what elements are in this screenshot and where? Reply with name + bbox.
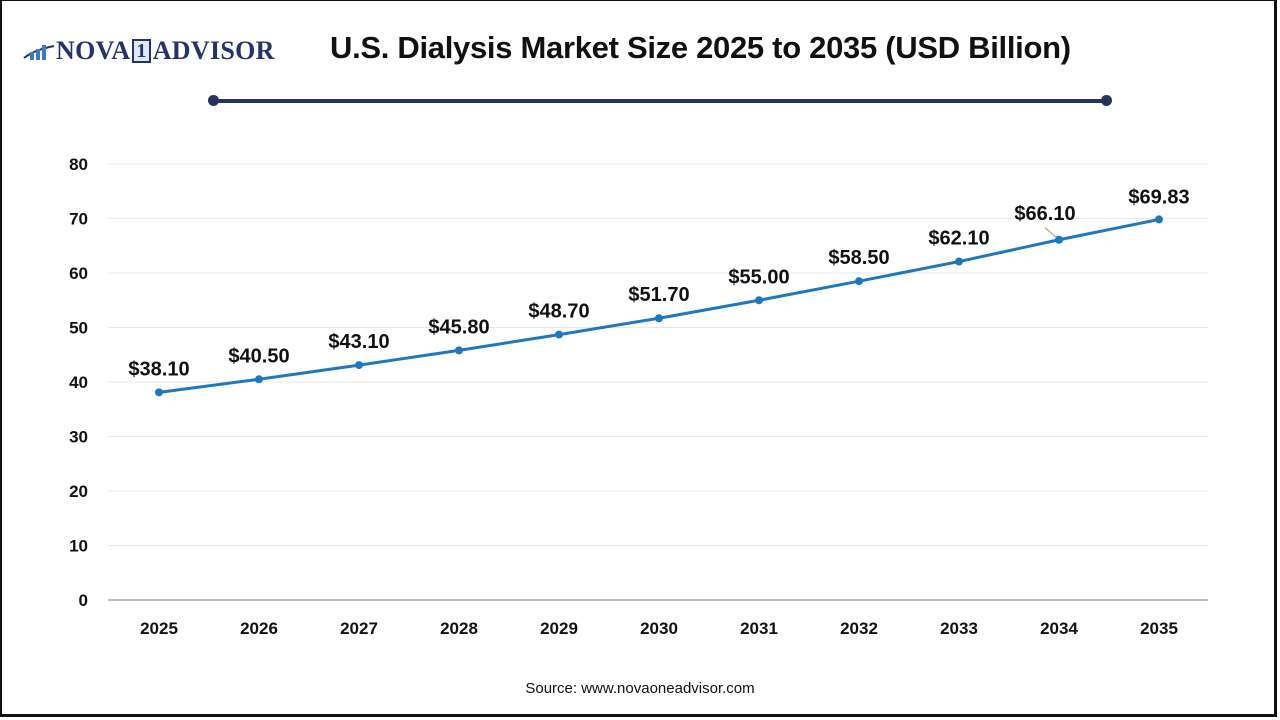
data-point bbox=[455, 346, 463, 355]
y-tick-label: 50 bbox=[69, 319, 88, 338]
data-point bbox=[155, 388, 163, 397]
data-point bbox=[555, 330, 563, 339]
chart-title: U.S. Dialysis Market Size 2025 to 2035 (… bbox=[330, 30, 1071, 65]
y-tick-label: 30 bbox=[69, 428, 88, 447]
data-label: $51.70 bbox=[628, 284, 689, 306]
y-tick-label: 0 bbox=[79, 591, 88, 610]
y-tick-label: 10 bbox=[69, 537, 88, 556]
x-tick-label: 2033 bbox=[940, 619, 978, 638]
logo-text-nova: NOVA bbox=[56, 36, 131, 65]
data-label: $40.50 bbox=[228, 345, 289, 367]
x-tick-label: 2029 bbox=[540, 619, 578, 638]
y-tick-label: 20 bbox=[69, 482, 88, 501]
data-label: $62.10 bbox=[928, 228, 989, 250]
data-label: $66.10 bbox=[1014, 203, 1075, 225]
data-point bbox=[1155, 215, 1163, 224]
data-point bbox=[755, 296, 763, 305]
data-label: $48.70 bbox=[528, 301, 589, 323]
data-point bbox=[855, 277, 863, 286]
bar-chart-logo-icon bbox=[23, 45, 55, 60]
title-underline bbox=[213, 99, 1106, 103]
nova-one-advisor-logo: NOVA 1 ADVISOR bbox=[22, 36, 275, 66]
data-point bbox=[955, 257, 963, 266]
data-label: $45.80 bbox=[428, 316, 489, 338]
y-tick-label: 70 bbox=[69, 210, 88, 229]
data-label: $55.00 bbox=[728, 266, 789, 288]
x-tick-label: 2025 bbox=[140, 619, 178, 638]
data-point bbox=[655, 314, 663, 323]
x-tick-label: 2031 bbox=[740, 619, 778, 638]
y-tick-label: 60 bbox=[69, 264, 88, 283]
logo-text-one: 1 bbox=[132, 39, 151, 63]
title-underline-left-dot bbox=[208, 95, 219, 106]
data-point bbox=[355, 361, 363, 370]
y-tick-label: 40 bbox=[69, 373, 88, 392]
source-note: Source: www.novaoneadvisor.com bbox=[525, 680, 755, 697]
data-label: $58.50 bbox=[828, 247, 889, 269]
data-label: $69.83 bbox=[1128, 186, 1189, 208]
x-tick-label: 2026 bbox=[240, 619, 278, 638]
data-label: $38.10 bbox=[128, 358, 189, 380]
x-tick-label: 2030 bbox=[640, 619, 678, 638]
logo-text-advisor: ADVISOR bbox=[152, 36, 275, 65]
y-tick-label: 80 bbox=[69, 155, 88, 174]
title-underline-right-dot bbox=[1101, 95, 1112, 106]
x-tick-label: 2028 bbox=[440, 619, 478, 638]
data-label: $43.10 bbox=[328, 331, 389, 353]
data-point bbox=[255, 375, 263, 384]
data-point bbox=[1055, 235, 1063, 244]
x-tick-label: 2027 bbox=[340, 619, 378, 638]
x-tick-label: 2032 bbox=[840, 619, 878, 638]
x-tick-label: 2035 bbox=[1140, 619, 1178, 638]
x-tick-label: 2034 bbox=[1040, 619, 1078, 638]
label-leader-line bbox=[1044, 227, 1058, 239]
